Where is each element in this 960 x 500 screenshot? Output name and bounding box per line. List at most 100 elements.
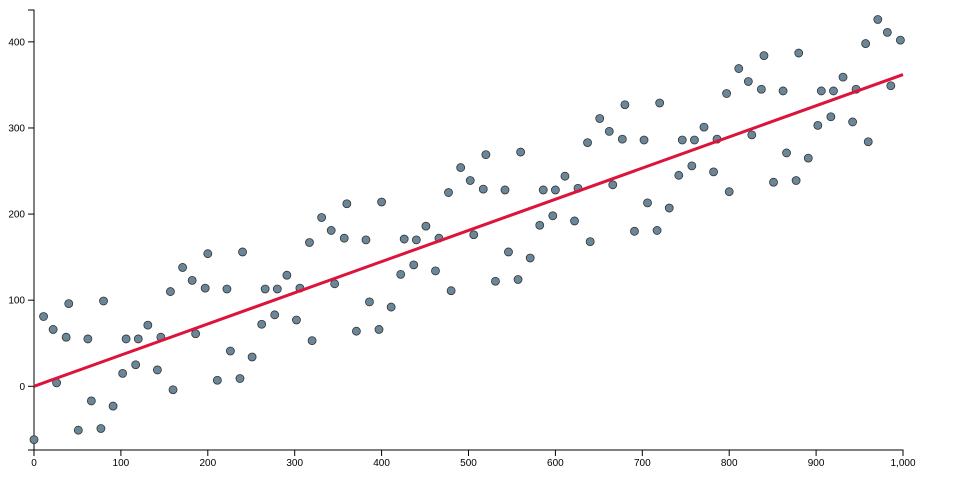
point (794, 48, 804, 58)
point (743, 77, 753, 86)
point (803, 153, 813, 163)
point (481, 150, 491, 160)
point (709, 167, 718, 177)
point (652, 226, 662, 235)
point (791, 176, 801, 185)
x-tick-label: 500 (460, 458, 477, 469)
point (396, 269, 406, 279)
point (513, 275, 523, 284)
point (826, 112, 836, 122)
y-tick-label: 100 (8, 296, 25, 307)
point (83, 334, 93, 344)
point (365, 297, 374, 307)
point (86, 396, 96, 406)
point (873, 15, 883, 24)
point (778, 86, 788, 96)
point (465, 176, 475, 185)
y-axis (28, 9, 35, 451)
point (326, 226, 336, 235)
point (643, 198, 652, 208)
point (377, 197, 387, 207)
point (655, 98, 665, 108)
point (677, 135, 687, 145)
point (895, 35, 905, 45)
x-tick-label: 700 (634, 458, 651, 469)
point (722, 89, 731, 98)
regression-line (33, 73, 904, 388)
point (456, 163, 466, 172)
point (270, 310, 280, 320)
point (813, 120, 823, 130)
point (48, 325, 58, 334)
point (61, 332, 71, 342)
point (617, 134, 627, 144)
point (664, 203, 674, 213)
point (260, 284, 270, 294)
point (838, 72, 848, 82)
point (548, 211, 558, 221)
point (238, 247, 247, 257)
y-tick-label: 200 (8, 210, 25, 221)
point (39, 312, 48, 321)
point (133, 334, 143, 344)
point (699, 122, 709, 132)
point (200, 283, 210, 293)
point (674, 170, 684, 180)
point (604, 127, 614, 136)
point (560, 171, 570, 181)
point (121, 334, 131, 344)
point (282, 270, 292, 280)
point (168, 385, 178, 395)
point (504, 247, 513, 257)
point (108, 401, 118, 411)
point (848, 117, 857, 127)
x-tick-label: 600 (547, 458, 564, 469)
x-tick-label: 400 (373, 458, 390, 469)
x-tick-label: 300 (286, 458, 303, 469)
point (411, 235, 421, 245)
point (317, 213, 327, 222)
point (687, 161, 697, 171)
point (272, 284, 282, 294)
point (861, 39, 871, 48)
point (431, 266, 440, 276)
point (724, 187, 734, 197)
point (191, 329, 201, 339)
point (829, 86, 838, 96)
point (583, 138, 592, 148)
point (307, 336, 317, 346)
point (386, 302, 396, 312)
point (143, 320, 153, 330)
y-tick-label: 0 (19, 382, 25, 393)
point (639, 135, 649, 145)
point (99, 296, 108, 306)
point (446, 286, 456, 296)
point (96, 424, 106, 433)
x-tick-label: 100 (113, 458, 130, 469)
point (886, 81, 896, 91)
point (292, 315, 301, 325)
point (620, 100, 630, 110)
point (64, 299, 74, 309)
point (747, 130, 757, 140)
point (585, 237, 595, 247)
point (235, 374, 245, 383)
point (525, 253, 535, 263)
point (374, 325, 384, 334)
point (409, 260, 419, 270)
point (816, 86, 826, 96)
point (608, 180, 618, 190)
point (469, 230, 479, 240)
point (166, 287, 175, 296)
point (734, 64, 744, 73)
point (769, 177, 778, 187)
point (351, 326, 361, 336)
point (756, 84, 766, 94)
point (131, 360, 141, 370)
point (178, 263, 187, 272)
point (478, 184, 488, 194)
point (535, 220, 545, 230)
point (551, 185, 560, 195)
